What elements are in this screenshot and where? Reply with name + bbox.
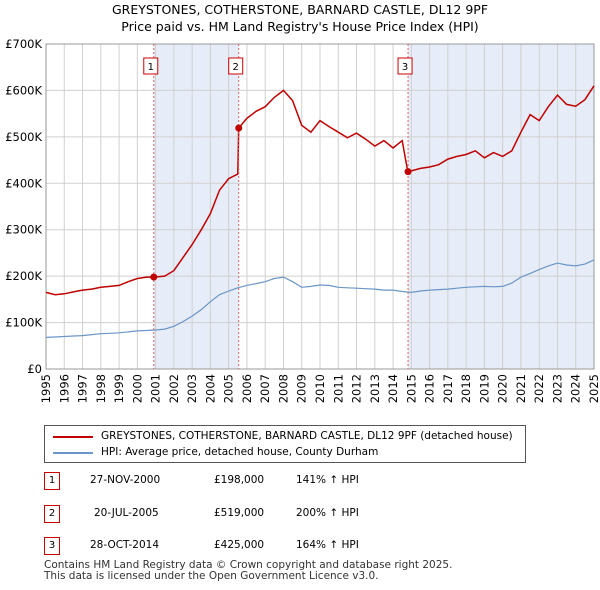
x-tick-label: 2006 (240, 374, 254, 403)
x-tick-label: 2007 (258, 374, 272, 403)
y-tick-label: £300K (5, 223, 42, 237)
legend: GREYSTONES, COTHERSTONE, BARNARD CASTLE,… (44, 425, 526, 463)
x-tick-label: 2003 (185, 374, 199, 403)
x-tick-label: 2023 (550, 374, 564, 403)
x-tick-label: 1998 (94, 374, 108, 403)
chart-title-line1: GREYSTONES, COTHERSTONE, BARNARD CASTLE,… (111, 2, 489, 17)
sale-point (404, 168, 412, 176)
y-tick-label: £400K (5, 176, 42, 190)
sale-date: 27-NOV-2000 (90, 474, 161, 486)
x-tick-label: 2019 (477, 374, 491, 403)
sale-hpi: 141% ↑ HPI (296, 474, 359, 486)
x-tick-label: 2015 (404, 374, 418, 403)
sale-hpi: 164% ↑ HPI (296, 539, 359, 551)
x-tick-label: 2004 (203, 374, 217, 403)
footer-line1: Contains HM Land Registry data © Crown c… (44, 559, 453, 571)
footer-line2: This data is licensed under the Open Gov… (44, 570, 379, 582)
shaded-range-1 (153, 44, 239, 369)
sale-marker-label: 1 (148, 62, 154, 73)
x-tick-label: 2001 (149, 374, 163, 403)
shaded-range-2 (408, 44, 594, 369)
sale-marker-label: 3 (402, 62, 408, 73)
chart-title-line2: Price paid vs. HM Land Registry's House … (121, 19, 479, 34)
sale-marker-label: 2 (233, 62, 239, 73)
y-tick-label: £0 (27, 362, 42, 376)
sale-marker-box (228, 57, 244, 75)
x-tick-label: 2014 (386, 374, 400, 403)
sale-date: 20-JUL-2005 (94, 507, 159, 519)
sale-date: 28-OCT-2014 (90, 539, 159, 551)
y-tick-label: £500K (5, 130, 42, 144)
footer: Contains HM Land Registry data © Crown c… (44, 560, 452, 582)
x-tick-label: 2010 (313, 374, 327, 403)
x-tick-label: 1997 (76, 374, 90, 403)
legend-property-swatch (53, 436, 93, 438)
sale-marker-box (143, 57, 159, 75)
sale-price: £198,000 (214, 474, 265, 486)
x-tick-label: 2016 (423, 374, 437, 403)
plot-border (45, 43, 595, 370)
x-tick-label: 1995 (39, 374, 53, 403)
x-tick-label: 2011 (331, 374, 345, 403)
x-tick-label: 2018 (459, 374, 473, 403)
sale-hpi: 200% ↑ HPI (296, 507, 359, 519)
x-tick-label: 2002 (167, 374, 181, 403)
sale-badge: 3 (44, 537, 60, 555)
series-line-hpi (45, 259, 595, 338)
series-line-property (45, 85, 595, 296)
x-tick-label: 1999 (112, 374, 126, 403)
sale-marker-box (397, 57, 413, 75)
sale-point (150, 273, 158, 281)
sale-point (235, 124, 243, 132)
sale-row-3: 3 28-OCT-2014 £425,000 164% ↑ HPI (44, 535, 584, 557)
x-tick-label: 2025 (587, 374, 600, 403)
x-tick-label: 2022 (532, 374, 546, 403)
x-tick-label: 2024 (569, 374, 583, 403)
x-tick-label: 2012 (350, 374, 364, 403)
y-tick-label: £700K (5, 37, 42, 51)
sale-price: £519,000 (214, 507, 265, 519)
y-tick-label: £600K (5, 83, 42, 97)
x-tick-label: 2017 (441, 374, 455, 403)
x-tick-label: 2013 (368, 374, 382, 403)
sale-badge: 2 (44, 505, 60, 523)
x-tick-label: 2005 (222, 374, 236, 403)
sale-price: £425,000 (214, 539, 265, 551)
legend-hpi-label: HPI: Average price, detached house, Coun… (101, 446, 379, 458)
sale-row-2: 2 20-JUL-2005 £519,000 200% ↑ HPI (44, 503, 584, 525)
price-chart: £0 £100K £200K £300K £400K £500K £600K £700K 199… (5, 37, 600, 403)
x-tick-label: 2021 (514, 374, 528, 403)
sale-badge: 1 (44, 472, 60, 490)
x-tick-label: 2008 (276, 374, 290, 403)
legend-property-label: GREYSTONES, COTHERSTONE, BARNARD CASTLE,… (101, 430, 513, 442)
x-tick-label: 2000 (130, 374, 144, 403)
y-tick-label: £200K (5, 269, 42, 283)
x-tick-label: 2009 (295, 374, 309, 403)
sale-row-1: 1 27-NOV-2000 £198,000 141% ↑ HPI (44, 470, 584, 492)
x-tick-label: 1996 (57, 374, 71, 403)
legend-hpi-swatch (53, 452, 93, 454)
x-tick-label: 2020 (496, 374, 510, 403)
y-tick-label: £100K (5, 316, 42, 330)
